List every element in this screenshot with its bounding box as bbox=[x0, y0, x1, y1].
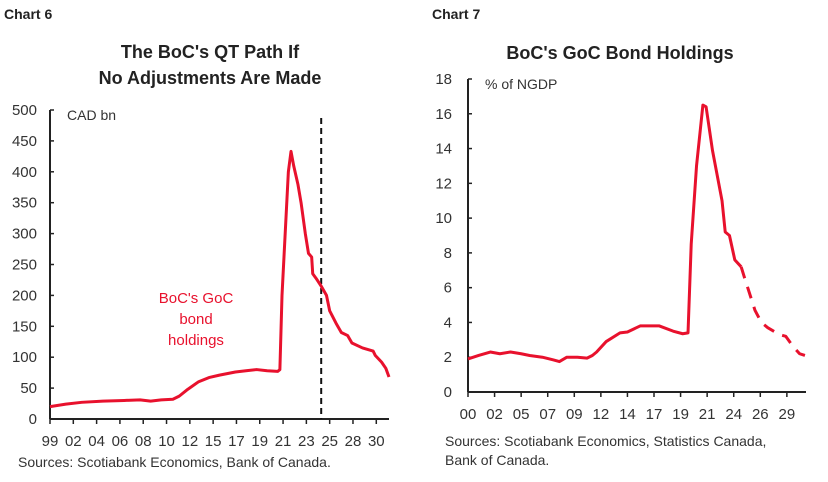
chart-6-x-tick-label: 08 bbox=[135, 433, 152, 450]
chart-6-title-line-2: No Adjustments Are Made bbox=[98, 68, 322, 88]
chart-6-y-tick-label: 400 bbox=[12, 164, 37, 181]
chart-6-x-tick-label: 23 bbox=[298, 433, 315, 450]
chart-6-x-tick-label: 06 bbox=[112, 433, 129, 450]
chart-6-y-tick-label: 450 bbox=[12, 133, 37, 150]
chart-7-title: BoC's GoC Bond Holdings bbox=[440, 40, 800, 66]
chart-7-x-tick-label: 26 bbox=[752, 406, 769, 423]
chart-7-y-tick-label: 2 bbox=[444, 349, 452, 366]
chart-7-x-tick-label: 12 bbox=[593, 406, 610, 423]
chart-6-y-tick-label: 50 bbox=[20, 380, 37, 397]
chart-6-x-tick-label: 04 bbox=[88, 433, 105, 450]
chart-7-y-tick-label: 10 bbox=[435, 210, 452, 227]
chart-7-x-tick-label: 05 bbox=[513, 406, 530, 423]
chart-6-label: Chart 6 bbox=[4, 6, 53, 22]
chart-6-x-tick-label: 99 bbox=[42, 433, 59, 450]
chart-7-y-tick-label: 14 bbox=[435, 141, 452, 158]
chart-6-y-tick-label: 300 bbox=[12, 226, 37, 243]
chart-7-y-tick-label: 18 bbox=[435, 71, 452, 88]
chart-7-x-tick-label: 09 bbox=[566, 406, 583, 423]
chart-7-x-tick-label: 00 bbox=[460, 406, 477, 423]
chart-7-series-dashed bbox=[739, 266, 806, 357]
chart-6-y-tick-label: 150 bbox=[12, 318, 37, 335]
chart-6-y-tick-label: 250 bbox=[12, 257, 37, 274]
chart-6-series-annotation: BoC's GoC bbox=[159, 290, 234, 307]
chart-6-series-annotation: holdings bbox=[168, 332, 224, 349]
chart-6-title: The BoC's QT Path If No Adjustments Are … bbox=[40, 39, 380, 91]
chart-7-x-tick-label: 24 bbox=[725, 406, 742, 423]
chart-6-x-tick-label: 02 bbox=[65, 433, 82, 450]
chart-6-y-tick-label: 0 bbox=[29, 411, 37, 428]
chart-7-y-tick-label: 0 bbox=[444, 384, 452, 401]
chart-6-x-tick-label: 21 bbox=[275, 433, 292, 450]
chart-6-y-tick-label: 200 bbox=[12, 287, 37, 304]
chart-7-y-tick-label: 12 bbox=[435, 175, 452, 192]
chart-6-x-tick-label: 10 bbox=[158, 433, 175, 450]
chart-7-label: Chart 7 bbox=[432, 6, 481, 22]
chart-6-y-tick-label: 100 bbox=[12, 349, 37, 366]
chart-6-x-tick-label: 19 bbox=[251, 433, 268, 450]
chart-7-title-line-1: BoC's GoC Bond Holdings bbox=[506, 43, 734, 63]
chart-6-x-tick-label: 12 bbox=[181, 433, 198, 450]
chart-6-y-tick-label: 350 bbox=[12, 195, 37, 212]
chart-6-x-tick-label: 15 bbox=[205, 433, 222, 450]
chart-7-x-tick-label: 07 bbox=[539, 406, 556, 423]
chart-7-series-solid bbox=[467, 103, 743, 364]
chart-7-y-tick-label: 6 bbox=[444, 280, 452, 297]
chart-7-source-line: Bank of Canada. bbox=[445, 452, 549, 468]
chart-7-y-tick-label: 16 bbox=[435, 106, 452, 123]
chart-6-series-line bbox=[49, 149, 391, 409]
chart-6-y-unit-label: CAD bn bbox=[67, 107, 116, 123]
chart-7-x-tick-label: 19 bbox=[672, 406, 689, 423]
chart-6-source: Sources: Scotiabank Economics, Bank of C… bbox=[18, 454, 331, 470]
chart-7-x-tick-label: 29 bbox=[779, 406, 796, 423]
chart-6-x-tick-label: 17 bbox=[228, 433, 245, 450]
chart-6-series-annotation: bond bbox=[179, 311, 212, 328]
chart-7-x-tick-label: 17 bbox=[646, 406, 663, 423]
chart-7-y-unit-label: % of NGDP bbox=[485, 76, 557, 92]
chart-7-y-tick-label: 4 bbox=[444, 314, 452, 331]
chart-7-x-tick-label: 14 bbox=[619, 406, 636, 423]
chart-7-x-tick-label: 21 bbox=[699, 406, 716, 423]
chart-6-x-tick-label: 25 bbox=[321, 433, 338, 450]
chart-7-source-line: Sources: Scotiabank Economics, Statistic… bbox=[445, 433, 766, 449]
chart-7-x-tick-label: 02 bbox=[486, 406, 503, 423]
chart-7-y-tick-label: 8 bbox=[444, 245, 452, 262]
chart-6-y-tick-label: 500 bbox=[12, 102, 37, 119]
chart-6-x-tick-label: 28 bbox=[345, 433, 362, 450]
chart-6-x-tick-label: 30 bbox=[368, 433, 385, 450]
chart-6-title-line-1: The BoC's QT Path If bbox=[120, 42, 300, 62]
